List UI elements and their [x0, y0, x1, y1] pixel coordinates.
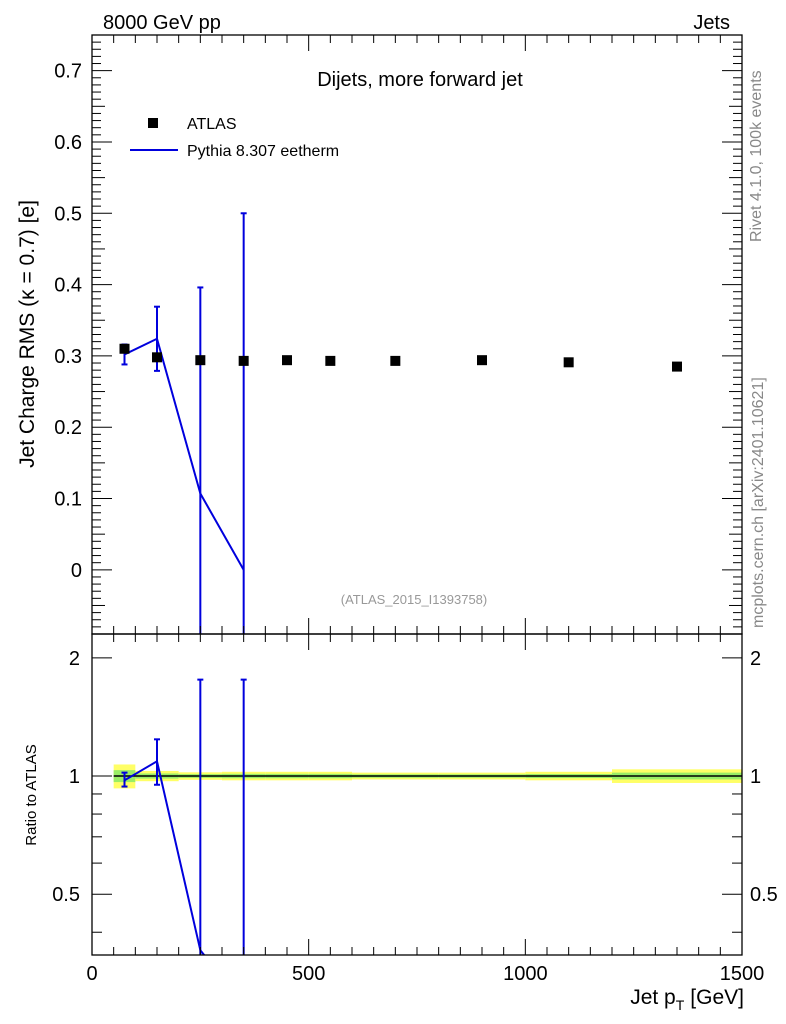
legend: ATLAS Pythia 8.307 eetherm	[130, 116, 339, 160]
atlas-data-point	[672, 361, 682, 372]
pythia-ratio-line	[123, 759, 206, 955]
main-y-tick-label: 0.1	[54, 489, 82, 511]
chart-title: Dijets, more forward jet	[317, 69, 523, 91]
ratio-y-axis-label: Ratio to ATLAS	[23, 744, 40, 845]
main-y-tick-label: 0.5	[54, 203, 82, 225]
main-y-tick-label: 0.4	[54, 275, 82, 297]
atlas-data-point	[477, 355, 487, 366]
x-tick-label: 1500	[720, 963, 765, 985]
ratio-y-tick-label-left: 1	[69, 766, 80, 788]
atlas-data-point	[195, 355, 206, 366]
ratio-plot-area	[113, 678, 742, 955]
x-tick-label: 500	[292, 963, 325, 985]
atlas-data-point	[390, 355, 401, 366]
main-y-tick-label: 0.6	[54, 132, 82, 154]
atlas-data-point	[325, 355, 336, 366]
ratio-y-tick-label-right: 2	[750, 648, 761, 670]
source-label: mcplots.cern.ch [arXiv:2401.10621]	[750, 377, 767, 628]
pythia-line	[124, 337, 245, 571]
atlas-data-point	[119, 343, 130, 354]
atlas-data-point	[563, 357, 574, 368]
header-energy-label: 8000 GeV pp	[103, 12, 221, 34]
main-y-axis-label: Jet Charge RMS (κ = 0.7) [e]	[16, 200, 39, 468]
x-tick-label: 0	[86, 963, 97, 985]
header-process-label: Jets	[693, 12, 730, 34]
ratio-y-tick-label-right: 0.5	[750, 884, 778, 906]
main-y-tick-label: 0.3	[54, 346, 82, 368]
rivet-version-label: Rivet 4.1.0, 100k events	[748, 70, 765, 242]
main-y-tick-label: 0.7	[54, 61, 82, 83]
atlas-data-point	[282, 355, 292, 366]
analysis-watermark: (ATLAS_2015_I1393758)	[341, 592, 487, 607]
legend-atlas-marker	[148, 118, 158, 128]
atlas-data-point	[238, 355, 249, 366]
main-panel: Dijets, more forward jet (ATLAS_2015_I13…	[16, 34, 743, 635]
main-y-tick-label: 0.2	[54, 417, 82, 439]
ratio-y-tick-label-right: 1	[750, 766, 761, 788]
ratio-y-tick-label-left: 2	[69, 648, 80, 670]
main-y-tick-label: 0	[71, 560, 82, 582]
legend-pythia-label: Pythia 8.307 eetherm	[187, 143, 339, 160]
x-tick-label: 1000	[503, 963, 548, 985]
x-axis-label: Jet pT [GeV]	[630, 986, 744, 1013]
ratio-panel: Ratio to ATLAS Jet pT [GeV] 0 500 1000 1500 0…	[23, 633, 778, 1013]
atlas-data-point	[152, 352, 162, 363]
ratio-y-tick-label-left: 0.5	[52, 884, 80, 906]
main-plot-area	[119, 212, 682, 634]
legend-atlas-label: ATLAS	[187, 116, 237, 133]
